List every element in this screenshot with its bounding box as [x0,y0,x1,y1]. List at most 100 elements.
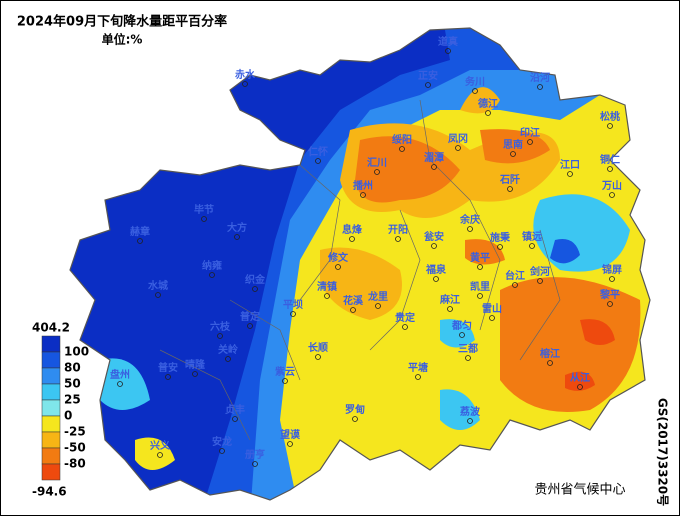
legend-min: -94.6 [32,485,67,499]
station-dot [399,146,405,152]
station-dot [234,234,240,240]
station-dot [350,307,356,313]
station-name: 普定 [240,310,260,323]
legend-tick-label: -80 [64,457,86,471]
station-dot [467,226,473,232]
station-name: 凯里 [470,280,490,293]
station-dot [607,301,613,307]
station-dot [477,293,483,299]
station-dot [512,282,518,288]
station-dot [360,192,366,198]
station-name: 榕江 [540,347,560,360]
station-name: 镇远 [522,230,542,243]
station-name: 花溪 [343,294,364,307]
station-dot [290,311,296,317]
legend-swatch [41,447,61,465]
legend-swatch [41,399,61,417]
station-name: 凤冈 [448,133,468,145]
station-name: 都匀 [451,319,472,332]
map-number: GS(2017)3320号 [656,398,671,506]
legend-swatch [41,383,61,401]
station-name: 务川 [465,75,485,88]
station-name: 六枝 [210,320,231,333]
station-dot [335,264,341,270]
station-name: 雷山 [482,302,502,315]
station-name: 福泉 [425,263,447,276]
station-name: 思南 [503,138,523,151]
station-dot [433,276,439,282]
legend-swatch [41,367,61,385]
station-name: 贵定 [395,311,415,324]
station-dot [282,378,288,384]
station-dot [529,243,535,249]
legend-swatch [41,431,61,449]
station-dot [609,276,615,282]
station-name: 余庆 [459,213,480,226]
map-unit: 单位:% [102,32,143,47]
station-name: 绥阳 [392,133,412,146]
station-name: 黄平 [470,251,490,264]
station-dot [447,306,453,312]
station-dot [431,243,437,249]
legend-tick-label: 80 [64,361,81,375]
station-name: 荔波 [459,405,481,418]
station-dot [527,139,533,145]
station-name: 龙里 [367,290,388,303]
station-dot [252,461,258,467]
station-dot [287,441,293,447]
map-title: 2024年09月下旬降水量距平百分率 [17,14,227,30]
legend-swatch [41,463,61,481]
station-name: 长顺 [308,341,328,354]
station-dot [465,355,471,361]
station-dot [349,236,355,242]
station-name: 开阳 [388,224,408,236]
station-dot [445,48,451,54]
station-dot [155,292,161,298]
station-dot [547,360,553,366]
station-name: 毕节 [194,203,214,216]
legend-tick-label: 50 [64,377,81,391]
station-dot [485,110,491,116]
station-name: 安龙 [212,435,232,448]
station-dot [607,166,613,172]
station-name: 关岭 [218,343,238,356]
legend: 404.2 -94.6 100 80 50 25 0 -25 -50 -80 [32,321,89,499]
station-name: 施秉 [490,231,511,244]
station-dot [157,452,163,458]
station-dot [315,158,321,164]
station-dot [510,151,516,157]
legend-tick-label: 100 [64,345,89,359]
station-name: 湄潭 [424,151,444,164]
station-dot [395,236,401,242]
station-name: 册亨 [245,448,265,461]
station-name: 晴隆 [185,358,206,371]
station-dot [232,416,238,422]
station-name: 修文 [327,251,349,264]
station-dot [252,286,258,292]
boundaries [159,99,561,441]
station-dot [247,323,253,329]
station-dot [137,238,143,244]
station-dot [537,278,543,284]
station-dot [402,324,408,330]
station-dot [217,333,223,339]
station-name: 平坝 [283,298,303,311]
station-dot [455,145,461,151]
station-name: 松桃 [600,110,620,123]
station-dot [609,192,615,198]
station-dot [374,169,380,175]
station-name: 清镇 [317,280,337,293]
station-name: 汇川 [367,156,387,169]
station-name: 沿河 [530,71,550,84]
station-dot [607,123,613,129]
station-name: 道真 [438,35,458,48]
station-name: 瓮安 [424,230,444,243]
station-dot [425,82,431,88]
station-dot [497,244,503,250]
station-name: 普安 [158,361,178,374]
station-dot [209,272,215,278]
station-dot [165,374,171,380]
station-name: 大方 [227,221,247,234]
station-name: 织金 [245,273,266,286]
